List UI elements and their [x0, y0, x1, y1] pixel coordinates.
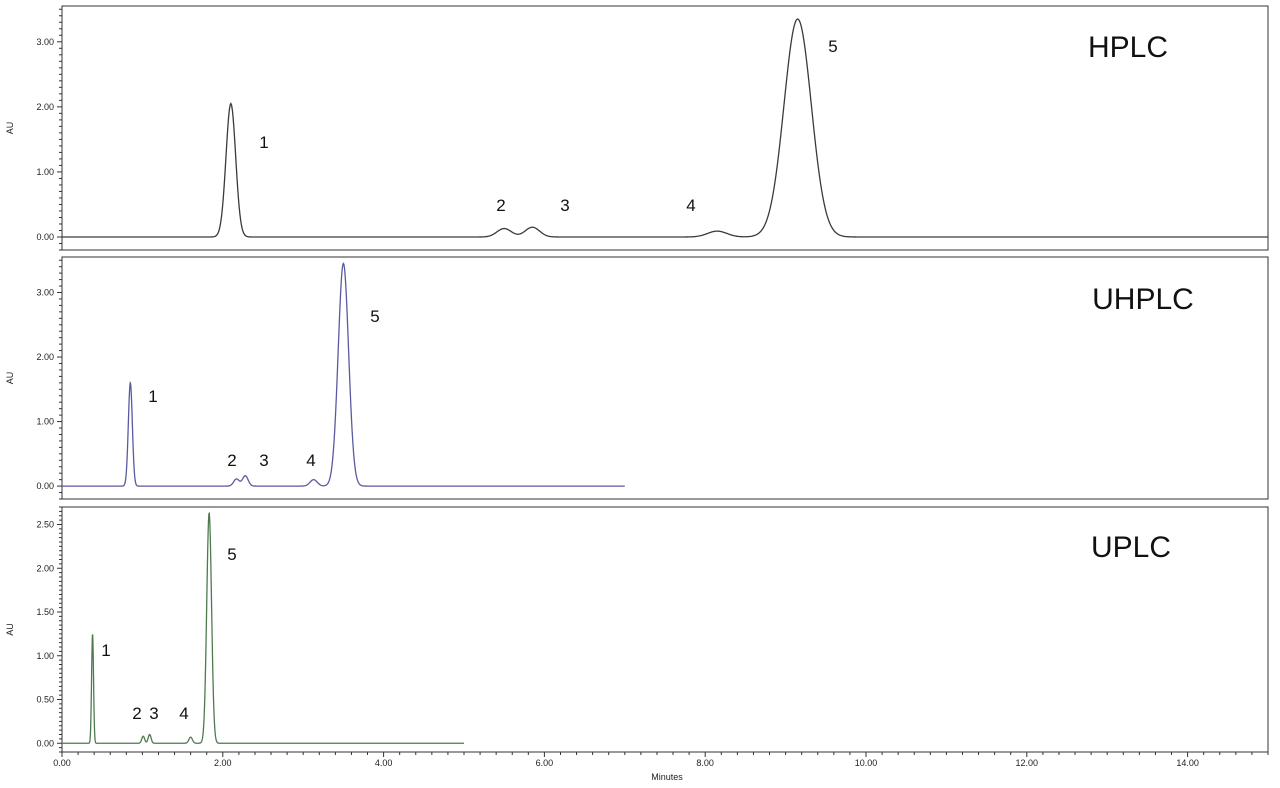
x-axis-label: Minutes	[651, 772, 683, 782]
peak-label: 4	[179, 704, 188, 723]
y-tick-label: 1.00	[36, 167, 54, 177]
y-tick-label: 1.00	[36, 417, 54, 427]
chart-panel-uplc: 0.00 0.50 1.00 1.50 2.00 2.50 AU 0.00 2.00 4.00 6.…	[5, 506, 1269, 782]
peak-label: 2	[132, 704, 141, 723]
y-tick-label: 0.00	[36, 232, 54, 242]
peak-label: 3	[149, 704, 158, 723]
peak-label: 2	[227, 451, 236, 470]
peak-label: 1	[259, 133, 268, 152]
y-tick-label: 2.00	[36, 563, 54, 573]
y-tick-label: 2.50	[36, 520, 54, 530]
y-tick-label: 2.00	[36, 102, 54, 112]
peak-label: 3	[259, 451, 268, 470]
x-tick-label: 2.00	[214, 758, 232, 768]
peak-label: 2	[496, 196, 505, 215]
x-tick-label: 12.00	[1016, 758, 1039, 768]
peak-label: 4	[686, 196, 695, 215]
panel-title: UHPLC	[1092, 283, 1194, 316]
y-tick-label: 1.50	[36, 607, 54, 617]
peak-label: 3	[560, 196, 569, 215]
peak-label: 1	[101, 641, 110, 660]
plot-frame	[61, 5, 1269, 251]
peak-label: 5	[828, 37, 837, 56]
chromatogram-trace	[62, 511, 464, 744]
y-tick-label: 1.00	[36, 651, 54, 661]
chart-panel-uhplc: 0.00 1.00 2.00 3.00 AU 1 2 3 4 5 UHPLC	[5, 256, 1269, 500]
x-tick-label: 8.00	[696, 758, 714, 768]
peak-label: 1	[148, 387, 157, 406]
panel-title: HPLC	[1088, 31, 1168, 64]
y-tick-label: 3.00	[36, 287, 54, 297]
plot-frame	[61, 256, 1269, 500]
chromatogram-trace	[62, 262, 625, 487]
chromatogram-trace	[62, 18, 1268, 238]
peak-label: 4	[306, 451, 315, 470]
y-axis-label: AU	[5, 623, 15, 636]
y-tick-label: 0.50	[36, 695, 54, 705]
plot-frame	[61, 506, 1269, 753]
y-tick-label: 2.00	[36, 352, 54, 362]
x-tick-label: 10.00	[855, 758, 878, 768]
x-tick-label: 6.00	[536, 758, 554, 768]
x-tick-label: 4.00	[375, 758, 393, 768]
y-tick-label: 0.00	[36, 738, 54, 748]
y-tick-label: 3.00	[36, 37, 54, 47]
x-tick-label: 0.00	[53, 758, 71, 768]
x-tick-label: 14.00	[1176, 758, 1199, 768]
y-tick-label: 0.00	[36, 481, 54, 491]
chart-panel-hplc: 0.00 1.00 2.00 3.00 AU 1 2 3 4 5 HPLC	[5, 5, 1269, 251]
panel-title: UPLC	[1091, 531, 1171, 564]
y-axis-label: AU	[5, 122, 15, 135]
peak-label: 5	[370, 307, 379, 326]
y-axis-label: AU	[5, 372, 15, 385]
peak-label: 5	[227, 545, 236, 564]
